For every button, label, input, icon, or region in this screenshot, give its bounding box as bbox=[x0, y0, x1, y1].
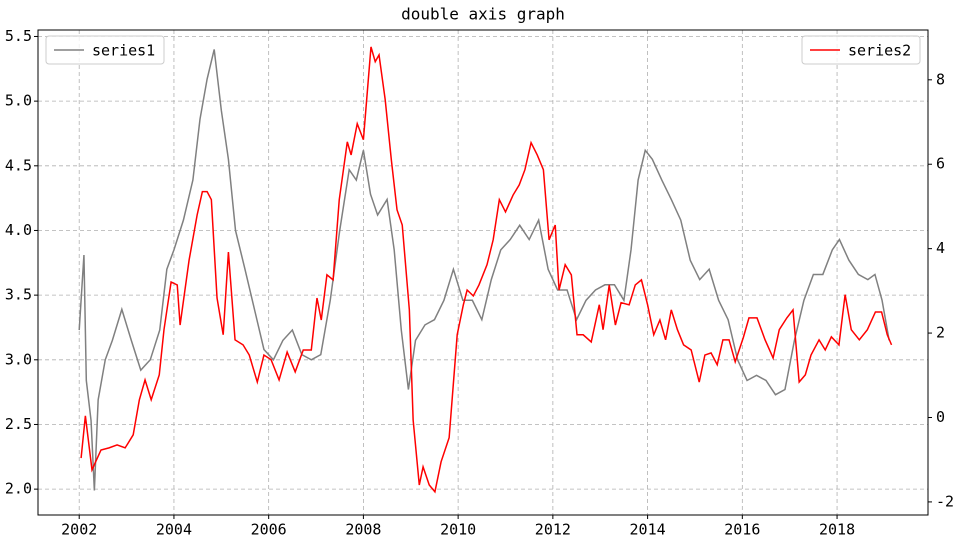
legend-label: series1 bbox=[92, 42, 155, 60]
legend-label: series2 bbox=[848, 42, 911, 60]
series-line bbox=[80, 46, 893, 494]
x-tick-label: 2016 bbox=[724, 521, 760, 539]
x-tick-label: 2002 bbox=[61, 521, 97, 539]
legend: series1 bbox=[45, 35, 165, 65]
y2-tick-label: 2 bbox=[936, 324, 945, 342]
x-tick-label: 2004 bbox=[156, 521, 192, 539]
x-tick-label: 2006 bbox=[251, 521, 287, 539]
y-tick-label: 5.0 bbox=[5, 92, 32, 110]
y2-tick-label: 4 bbox=[936, 239, 945, 257]
x-tick-label: 2008 bbox=[345, 521, 381, 539]
y-tick-label: 2.5 bbox=[5, 415, 32, 433]
y-tick-label: 3.0 bbox=[5, 350, 32, 368]
y2-tick-label: -2 bbox=[936, 492, 954, 510]
series-line bbox=[78, 49, 890, 491]
legend-box bbox=[45, 35, 165, 65]
chart-title: double axis graph bbox=[401, 5, 565, 24]
y2-tick-label: 8 bbox=[936, 70, 945, 88]
y-tick-label: 2.0 bbox=[5, 480, 32, 498]
y-tick-label: 3.5 bbox=[5, 286, 32, 304]
legend-box bbox=[801, 35, 921, 65]
plot-frame bbox=[37, 29, 929, 516]
x-tick-label: 2014 bbox=[630, 521, 666, 539]
y-tick-label: 4.5 bbox=[5, 156, 32, 174]
x-tick-label: 2010 bbox=[440, 521, 476, 539]
y2-tick-label: 0 bbox=[936, 408, 945, 426]
x-tick-label: 2012 bbox=[535, 521, 571, 539]
legend: series2 bbox=[801, 35, 921, 65]
y-tick-label: 4.0 bbox=[5, 221, 32, 239]
x-tick-label: 2018 bbox=[819, 521, 855, 539]
y2-tick-label: 6 bbox=[936, 155, 945, 173]
y-tick-label: 5.5 bbox=[5, 27, 32, 45]
